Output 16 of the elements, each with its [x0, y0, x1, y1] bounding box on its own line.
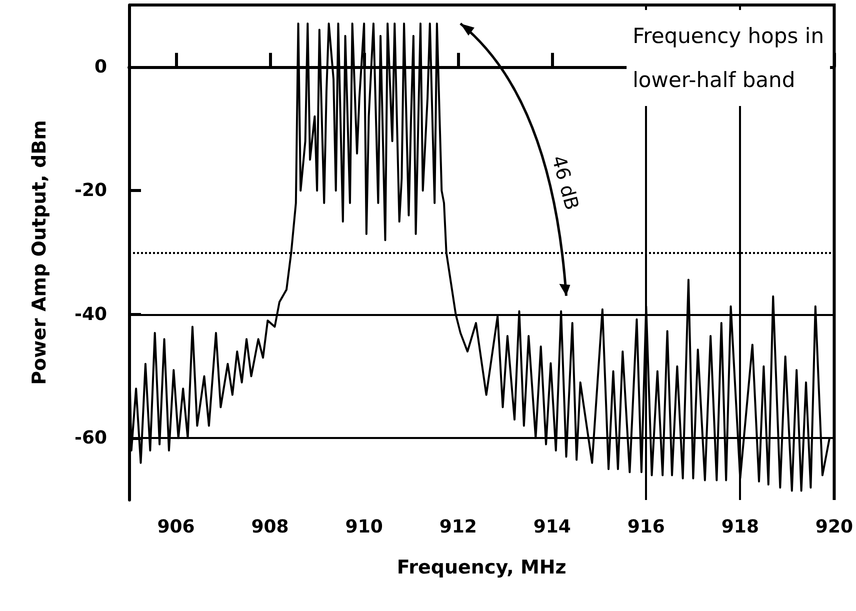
- y-tick-label: -40: [74, 304, 107, 325]
- x-tick-label: 908: [251, 516, 289, 538]
- x-tick-label: 916: [627, 516, 665, 538]
- x-tick-label: 920: [815, 516, 853, 538]
- annotation: 46 dB: [547, 153, 583, 212]
- x-tick-label: 912: [439, 516, 477, 538]
- annotation: Frequency hops in lower-half band: [632, 24, 824, 92]
- x-tick-label: 906: [157, 516, 195, 538]
- x-tick-label: 914: [533, 516, 571, 538]
- x-axis-title: Frequency, MHz: [396, 556, 566, 578]
- x-tick-label: 918: [721, 516, 759, 538]
- y-tick-label: -60: [74, 428, 107, 449]
- y-axis-title: Power Amp Output, dBm: [28, 120, 50, 385]
- x-tick-label: 910: [345, 516, 383, 538]
- y-tick-label: 0: [94, 56, 107, 78]
- y-tick-label: -20: [74, 180, 107, 202]
